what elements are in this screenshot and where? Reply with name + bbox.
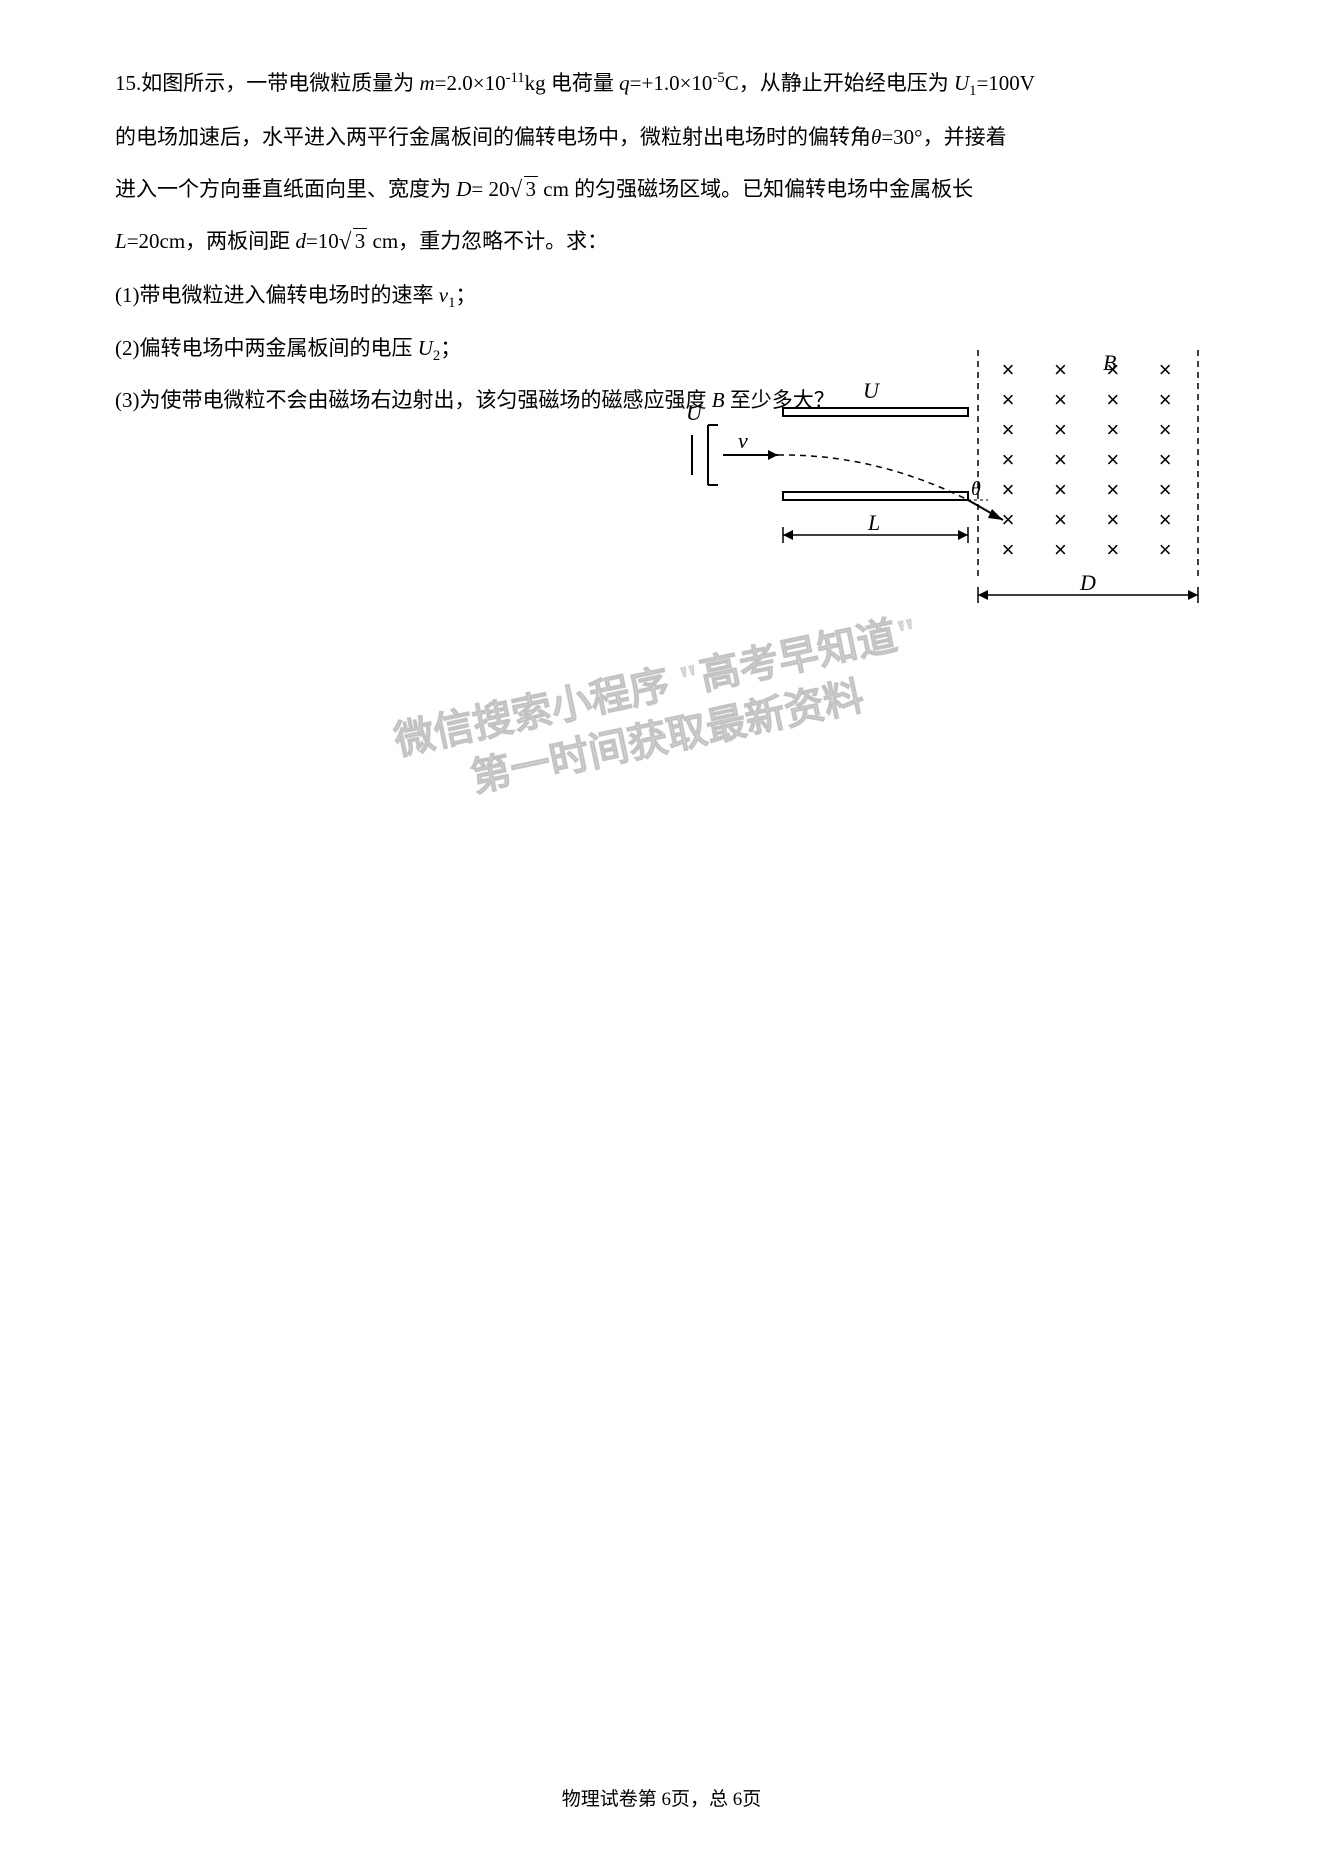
m-exp: -11 — [506, 70, 525, 86]
line2-text: 的电场加速后，水平进入两平行金属板间的偏转电场中，微粒射出电场时的偏转角 — [115, 125, 871, 149]
q1-end: ； — [455, 283, 476, 307]
svg-text:×: × — [1002, 477, 1015, 502]
L-eq: =20cm，两板间距 — [127, 229, 296, 253]
svg-text:×: × — [1159, 357, 1172, 382]
svg-text:L: L — [867, 510, 880, 535]
diagram-svg: UvUθL××××××××××××××××××××××××××××BD — [668, 340, 1208, 610]
svg-text:×: × — [1002, 417, 1015, 442]
u1-eq: =100V — [976, 71, 1035, 95]
problem-line1: 15.如图所示，一带电微粒质量为 m=2.0×10-11kg 电荷量 q=+1.… — [115, 60, 1208, 108]
q3-text: (3)为使带电微粒不会由磁场右边射出，该匀强磁场的磁感应强度 — [115, 388, 712, 412]
D-eq: = 20 — [471, 177, 509, 201]
svg-text:×: × — [1054, 507, 1067, 532]
theta-eq: =30°，并接着 — [881, 125, 1006, 149]
svg-text:×: × — [1002, 507, 1015, 532]
problem-line4: L=20cm，两板间距 d=10√3 cm，重力忽略不计。求： — [115, 218, 1208, 264]
watermark-line2: 第一时间获取最新资料 — [400, 656, 934, 818]
watermark: 微信搜索小程序 "高考早知道" 第一时间获取最新资料 — [389, 606, 933, 819]
svg-text:×: × — [1002, 537, 1015, 562]
m-eq: =2.0×10 — [435, 71, 506, 95]
q-exp: -5 — [712, 70, 724, 86]
svg-text:×: × — [1159, 507, 1172, 532]
svg-text:×: × — [1159, 417, 1172, 442]
watermark-line1: 微信搜索小程序 "高考早知道" — [389, 606, 923, 768]
q2-var: U — [418, 336, 433, 360]
svg-text:×: × — [1159, 477, 1172, 502]
q2-end: ； — [440, 336, 461, 360]
svg-text:×: × — [1106, 507, 1119, 532]
problem-line3: 进入一个方向垂直纸面向里、宽度为 D= 20√3 cm 的匀强磁场区域。已知偏转… — [115, 166, 1208, 212]
line3-text: 进入一个方向垂直纸面向里、宽度为 — [115, 177, 456, 201]
svg-text:×: × — [1054, 417, 1067, 442]
svg-text:×: × — [1054, 537, 1067, 562]
question-1: (1)带电微粒进入偏转电场时的速率 v1； — [115, 274, 1208, 319]
q-num-text: 15.如图所示，一带电微粒质量为 — [115, 71, 414, 95]
svg-text:D: D — [1079, 570, 1096, 595]
var-L: L — [115, 229, 127, 253]
footer-text: 物理试卷第 6页，总 6页 — [562, 1789, 762, 1810]
svg-text:×: × — [1054, 357, 1067, 382]
svg-text:×: × — [1002, 447, 1015, 472]
d-sqrt: 3 — [353, 228, 368, 253]
D-unit: cm 的匀强磁场区域。已知偏转电场中金属板长 — [538, 177, 973, 201]
svg-text:×: × — [1106, 387, 1119, 412]
svg-text:×: × — [1106, 537, 1119, 562]
var-D: D — [456, 177, 471, 201]
q-eq: =+1.0×10 — [630, 71, 713, 95]
var-m: m — [420, 71, 435, 95]
svg-text:×: × — [1159, 537, 1172, 562]
svg-text:×: × — [1002, 357, 1015, 382]
D-sqrt: 3 — [524, 176, 539, 201]
q1-var: v — [439, 283, 448, 307]
var-d: d — [295, 229, 306, 253]
svg-text:×: × — [1159, 447, 1172, 472]
svg-text:×: × — [1159, 387, 1172, 412]
svg-text:U: U — [863, 378, 881, 403]
svg-text:×: × — [1106, 417, 1119, 442]
svg-text:×: × — [1054, 447, 1067, 472]
svg-text:×: × — [1106, 447, 1119, 472]
svg-text:×: × — [1054, 477, 1067, 502]
d-eq: =10 — [306, 229, 339, 253]
svg-text:×: × — [1106, 477, 1119, 502]
q2-text: (2)偏转电场中两金属板间的电压 — [115, 336, 418, 360]
q1-text: (1)带电微粒进入偏转电场时的速率 — [115, 283, 439, 307]
var-theta: θ — [871, 125, 881, 149]
physics-diagram: UvUθL××××××××××××××××××××××××××××BD — [668, 340, 1208, 610]
svg-text:B: B — [1103, 350, 1116, 375]
svg-text:v: v — [738, 428, 748, 453]
svg-text:θ: θ — [971, 478, 981, 500]
svg-text:U: U — [686, 400, 704, 425]
problem-line2: 的电场加速后，水平进入两平行金属板间的偏转电场中，微粒射出电场时的偏转角θ=30… — [115, 114, 1208, 160]
var-q: q — [619, 71, 630, 95]
var-u1: U — [954, 71, 969, 95]
m-unit: kg 电荷量 — [525, 71, 614, 95]
svg-text:×: × — [1002, 387, 1015, 412]
d-unit: cm，重力忽略不计。求： — [367, 229, 608, 253]
page-footer: 物理试卷第 6页，总 6页 — [0, 1784, 1323, 1811]
q-unit: C，从静止开始经电压为 — [725, 71, 949, 95]
svg-text:×: × — [1054, 387, 1067, 412]
